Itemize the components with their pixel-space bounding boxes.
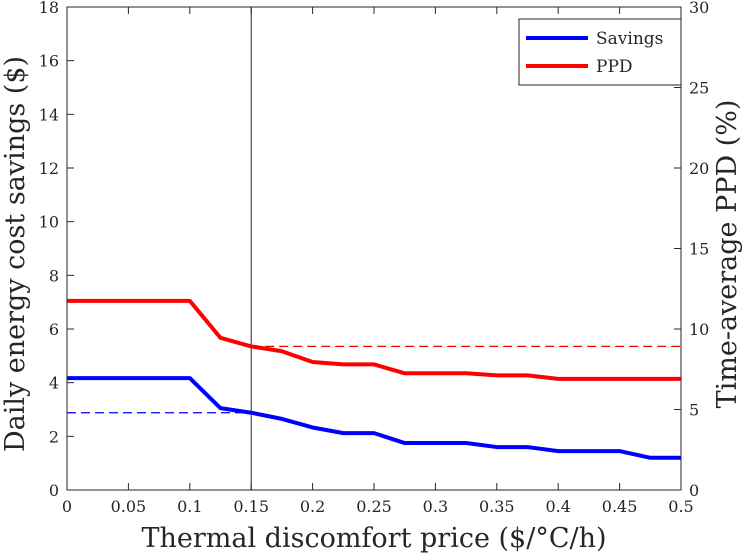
y2-tick-label: 25 xyxy=(689,79,709,98)
x-tick-label: 0.15 xyxy=(233,497,269,516)
x-tick-label: 0.05 xyxy=(111,497,147,516)
legend-box xyxy=(518,18,682,86)
ticks-layer: 0 0.05 0.1 0.15 0.2 0.25 0.3 0.35 0.4 0.45 0.50246… xyxy=(39,0,710,516)
x-tick-label: 0 xyxy=(62,497,72,516)
y2-tick-label: 15 xyxy=(689,240,709,259)
y-tick-label: 6 xyxy=(49,320,59,339)
y2-axis-title: Time-average PPD (%) xyxy=(712,100,743,409)
y-axis-title: Daily energy cost savings ($) xyxy=(0,56,31,452)
y2-tick-label: 20 xyxy=(689,159,709,178)
x-tick-label: 0.5 xyxy=(668,497,693,516)
y2-tick-label: 30 xyxy=(689,0,709,17)
y-tick-label: 14 xyxy=(39,105,59,124)
y-tick-label: 18 xyxy=(39,0,59,17)
y-tick-label: 0 xyxy=(49,481,59,500)
x-tick-label: 0.4 xyxy=(545,497,570,516)
y2-tick-label: 10 xyxy=(689,320,709,339)
y-tick-label: 16 xyxy=(39,52,59,71)
series-line-savings xyxy=(67,376,681,460)
y-tick-label: 4 xyxy=(49,374,59,393)
x-tick-label: 0.1 xyxy=(177,497,202,516)
y-tick-label: 10 xyxy=(39,213,59,232)
legend: Savings PPD xyxy=(518,18,682,86)
legend-label-ppd: PPD xyxy=(596,57,633,77)
x-tick-label: 0.25 xyxy=(356,497,392,516)
plot-content xyxy=(67,7,681,490)
x-tick-label: 0.2 xyxy=(300,497,325,516)
y-tick-label: 12 xyxy=(39,159,59,178)
y2-tick-label: 0 xyxy=(689,481,699,500)
y-tick-label: 8 xyxy=(49,266,59,285)
x-tick-label: 0.35 xyxy=(479,497,515,516)
series-line-ppd xyxy=(67,298,681,381)
x-axis-title: Thermal discomfort price ($/°C/h) xyxy=(141,523,606,554)
x-tick-label: 0.45 xyxy=(602,497,638,516)
legend-label-savings: Savings xyxy=(596,29,663,49)
x-tick-label: 0.3 xyxy=(423,497,448,516)
y-tick-label: 2 xyxy=(49,427,59,446)
y2-tick-label: 5 xyxy=(689,401,699,420)
